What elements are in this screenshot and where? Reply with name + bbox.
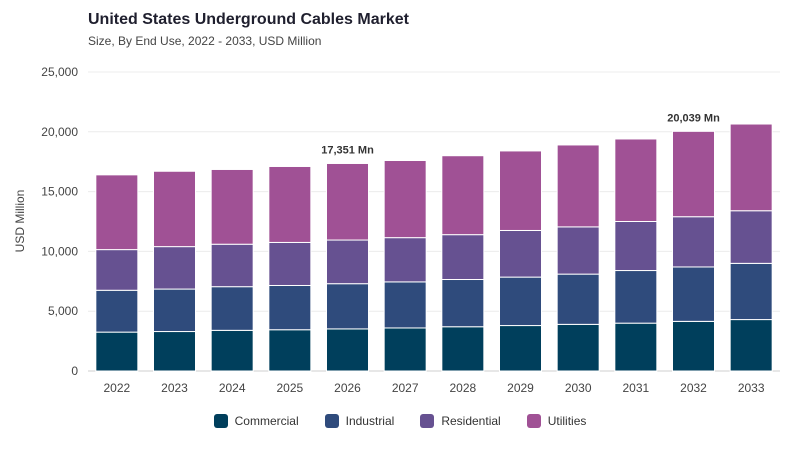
x-tick-label: 2023 bbox=[161, 381, 188, 395]
bar-segment-utilities-2028 bbox=[441, 155, 485, 236]
gridlines bbox=[88, 71, 780, 372]
x-tick-label: 2032 bbox=[680, 381, 707, 395]
bar-segment-residential-2022 bbox=[95, 249, 139, 291]
bar-segment-residential-2032 bbox=[672, 216, 715, 268]
legend-swatch bbox=[526, 414, 541, 428]
bar-segment-commercial-2026 bbox=[326, 328, 369, 372]
legend-item-residential[interactable]: Residential bbox=[420, 414, 501, 428]
legend: Commercial Industrial Residential Utilities bbox=[0, 414, 800, 428]
bar-segment-residential-2027 bbox=[383, 237, 427, 283]
legend-label: Industrial bbox=[345, 414, 395, 428]
legend-item-commercial[interactable]: Commercial bbox=[213, 414, 299, 428]
bar-segment-utilities-2023 bbox=[153, 170, 196, 248]
legend-label: Utilities bbox=[547, 414, 587, 428]
bar-segment-utilities-2026 bbox=[326, 162, 369, 241]
legend-swatch bbox=[213, 414, 228, 428]
bar-segment-utilities-2032 bbox=[672, 130, 715, 218]
bar-segment-residential-2030 bbox=[556, 226, 600, 275]
x-tick-label: 2022 bbox=[103, 381, 130, 395]
data-label-2026: 17,351 Mn bbox=[321, 144, 374, 156]
y-axis-label: USD Million bbox=[13, 190, 27, 253]
x-tick-label: 2024 bbox=[219, 381, 246, 395]
bar-segment-commercial-2025 bbox=[268, 329, 312, 372]
x-tick-label: 2026 bbox=[334, 381, 361, 395]
bar-segment-industrial-2028 bbox=[441, 279, 485, 328]
bar-segment-utilities-2029 bbox=[499, 150, 542, 231]
bar-segment-utilities-2024 bbox=[210, 168, 254, 245]
bar-segment-commercial-2031 bbox=[614, 322, 658, 372]
x-tick-label: 2025 bbox=[276, 381, 303, 395]
bar-segment-commercial-2033 bbox=[729, 319, 773, 372]
bar-segment-commercial-2029 bbox=[499, 325, 542, 372]
bar-segment-residential-2029 bbox=[499, 229, 542, 278]
x-tick-label: 2033 bbox=[738, 381, 765, 395]
bar-segment-commercial-2023 bbox=[153, 331, 196, 372]
y-tick-label: 10,000 bbox=[41, 244, 78, 258]
bar-segment-industrial-2032 bbox=[672, 266, 715, 322]
x-tick-label: 2029 bbox=[507, 381, 534, 395]
bar-segment-utilities-2033 bbox=[729, 123, 773, 212]
bar-segment-commercial-2032 bbox=[672, 320, 715, 372]
bar-segment-residential-2024 bbox=[210, 243, 254, 288]
y-tick-label: 25,000 bbox=[41, 65, 78, 79]
bar-segment-commercial-2022 bbox=[95, 331, 139, 372]
legend-swatch bbox=[324, 414, 339, 428]
y-tick-label: 0 bbox=[71, 364, 78, 378]
legend-swatch bbox=[420, 414, 435, 428]
bar-segment-residential-2033 bbox=[729, 210, 773, 264]
bar-segment-industrial-2029 bbox=[499, 276, 542, 327]
bar-segment-industrial-2033 bbox=[729, 262, 773, 321]
bar-segment-commercial-2030 bbox=[556, 323, 600, 372]
x-tick-label: 2028 bbox=[449, 381, 476, 395]
bar-segment-industrial-2027 bbox=[383, 281, 427, 329]
chart-title: United States Underground Cables Market bbox=[88, 11, 409, 28]
bar-segment-utilities-2025 bbox=[268, 165, 312, 243]
legend-label: Commercial bbox=[234, 414, 299, 428]
bar-segment-utilities-2027 bbox=[383, 160, 427, 239]
x-tick-label: 2031 bbox=[622, 381, 649, 395]
bar-segment-residential-2031 bbox=[614, 221, 658, 272]
data-label-2032: 20,039 Mn bbox=[667, 112, 720, 124]
x-tick-label: 2027 bbox=[392, 381, 419, 395]
annotations: 17,351 Mn 20,039 Mn bbox=[321, 112, 720, 156]
bar-segment-commercial-2027 bbox=[383, 327, 427, 372]
bar-segment-residential-2023 bbox=[153, 246, 196, 290]
bar-segment-residential-2028 bbox=[441, 234, 485, 281]
legend-label: Residential bbox=[441, 414, 501, 428]
y-tick-label: 20,000 bbox=[41, 125, 78, 139]
bar-segment-utilities-2030 bbox=[556, 144, 600, 228]
bar-segment-industrial-2025 bbox=[268, 284, 312, 331]
legend-item-industrial[interactable]: Industrial bbox=[324, 414, 395, 428]
bar-segment-residential-2026 bbox=[326, 239, 369, 285]
bar-segment-utilities-2022 bbox=[95, 174, 139, 251]
bar-segment-industrial-2026 bbox=[326, 283, 369, 330]
x-axis-ticks: 2022 2023 2024 2025 2026 2027 2028 2029 2030 2031… bbox=[103, 381, 764, 395]
y-tick-label: 5,000 bbox=[48, 304, 78, 318]
bar-segment-industrial-2030 bbox=[556, 273, 600, 325]
bar-segment-utilities-2031 bbox=[614, 138, 658, 222]
chart-subtitle: Size, By End Use, 2022 - 2033, USD Milli… bbox=[88, 34, 322, 48]
y-axis-ticks: 0 5,000 10,000 15,000 20,000 25,000 bbox=[41, 65, 78, 378]
bar-segment-residential-2025 bbox=[268, 241, 312, 286]
bar-segment-industrial-2022 bbox=[95, 289, 139, 333]
bar-segment-industrial-2031 bbox=[614, 270, 658, 324]
y-tick-label: 15,000 bbox=[41, 185, 78, 199]
bar-segment-commercial-2024 bbox=[210, 329, 254, 372]
legend-item-utilities[interactable]: Utilities bbox=[526, 414, 587, 428]
x-tick-label: 2030 bbox=[565, 381, 592, 395]
bars bbox=[95, 123, 773, 372]
bar-segment-industrial-2023 bbox=[153, 288, 196, 333]
bar-segment-commercial-2028 bbox=[441, 326, 485, 372]
bar-segment-industrial-2024 bbox=[210, 286, 254, 331]
